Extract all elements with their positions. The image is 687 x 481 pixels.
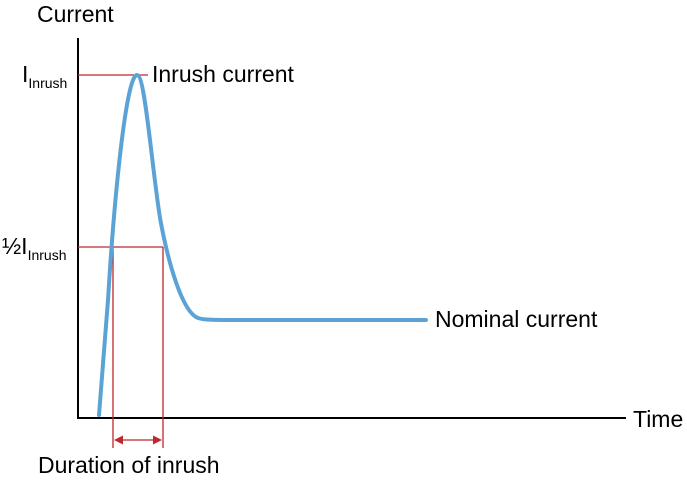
peak-marker-symbol: I: [22, 61, 28, 87]
peak-marker-subscript: Inrush: [28, 75, 67, 91]
inrush-current-label: Inrush current: [152, 61, 295, 87]
x-axis-label: Time: [633, 406, 683, 432]
half-peak-marker-prefix: ½I: [2, 233, 28, 259]
peak-marker-label: IInrush: [22, 61, 67, 91]
half-peak-marker-label: ½IInrush: [2, 233, 67, 263]
half-peak-marker-subscript: Inrush: [28, 247, 67, 263]
duration-arrow-right-head: [153, 435, 162, 445]
duration-arrow-left-head: [114, 435, 123, 445]
current-curve: [97, 72, 428, 417]
y-axis-label: Current: [37, 1, 114, 27]
duration-label: Duration of inrush: [38, 452, 220, 478]
nominal-current-label: Nominal current: [435, 306, 598, 332]
